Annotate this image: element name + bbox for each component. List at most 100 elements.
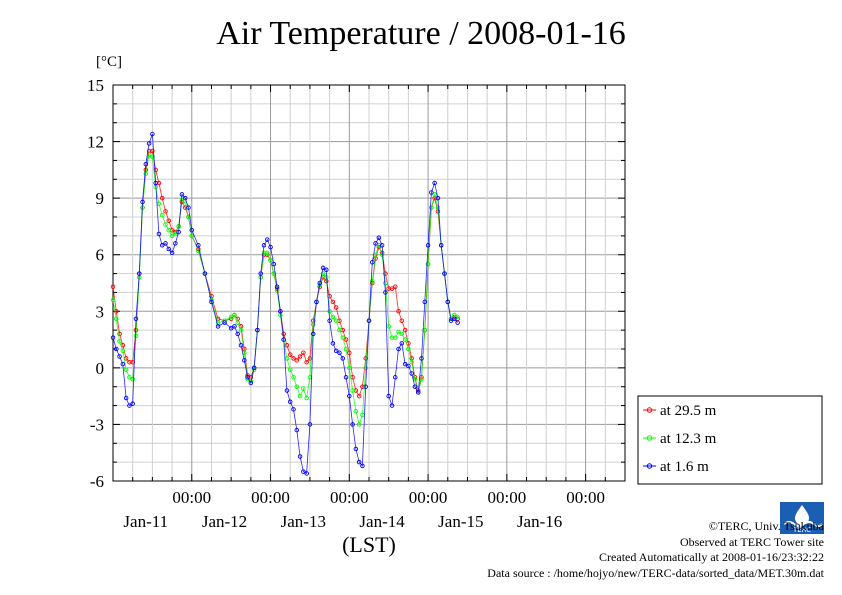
data-point bbox=[435, 205, 441, 210]
data-point bbox=[356, 393, 362, 399]
data-point bbox=[333, 348, 339, 354]
data-point bbox=[350, 388, 355, 393]
data-point bbox=[242, 358, 247, 363]
legend-entry: at 12.3 m bbox=[660, 431, 717, 447]
data-point bbox=[255, 327, 260, 333]
data-point bbox=[146, 141, 152, 146]
data-point bbox=[327, 309, 332, 314]
data-point bbox=[271, 271, 277, 276]
data-point bbox=[114, 316, 119, 322]
data-point bbox=[235, 320, 240, 325]
data-point bbox=[399, 331, 405, 337]
data-point bbox=[248, 380, 254, 386]
data-point bbox=[320, 265, 326, 271]
data-point bbox=[432, 180, 437, 186]
data-point bbox=[156, 231, 162, 237]
data-point bbox=[455, 314, 460, 320]
data-point bbox=[123, 395, 129, 401]
created-text: Created Automatically at 2008-01-16/23:3… bbox=[599, 550, 824, 564]
data-point bbox=[291, 375, 296, 380]
data-point bbox=[123, 367, 129, 372]
data-point bbox=[274, 284, 280, 290]
data-point bbox=[297, 354, 303, 359]
data-point bbox=[376, 235, 382, 240]
data-point bbox=[189, 227, 195, 233]
data-point bbox=[159, 195, 165, 201]
data-point bbox=[163, 241, 168, 246]
x-tick-label-date: Jan-12 bbox=[202, 512, 247, 531]
data-point bbox=[452, 316, 457, 322]
data-point bbox=[301, 350, 306, 356]
data-point bbox=[143, 171, 149, 176]
data-point bbox=[422, 299, 428, 305]
data-point bbox=[373, 241, 378, 246]
data-point bbox=[333, 305, 339, 310]
y-tick-label: 3 bbox=[96, 302, 105, 321]
terc-logo: TERC bbox=[780, 502, 824, 534]
data-point bbox=[150, 148, 155, 154]
data-point bbox=[370, 278, 375, 284]
data-point bbox=[166, 227, 172, 233]
data-point bbox=[127, 403, 132, 408]
series-line bbox=[112, 154, 458, 426]
data-point bbox=[130, 376, 135, 382]
data-point bbox=[297, 393, 303, 399]
series-line bbox=[112, 133, 458, 475]
data-point bbox=[399, 318, 405, 323]
axes: -6-30369121500:00Jan-1100:00Jan-1200:00J… bbox=[87, 76, 626, 531]
data-point bbox=[271, 261, 277, 267]
data-point bbox=[389, 286, 395, 291]
data-point bbox=[173, 241, 178, 246]
data-point bbox=[353, 408, 359, 414]
data-point bbox=[186, 205, 191, 210]
data-point bbox=[169, 233, 175, 239]
data-point bbox=[238, 327, 244, 333]
data-point bbox=[402, 327, 408, 333]
logo-text: TERC bbox=[792, 526, 811, 534]
data-point bbox=[356, 422, 362, 427]
data-point bbox=[284, 342, 290, 348]
copyright-text: ©TERC, Univ. Tsukuba bbox=[708, 519, 824, 533]
data-point bbox=[301, 469, 306, 474]
data-point bbox=[281, 331, 286, 337]
data-point bbox=[425, 243, 431, 248]
data-point bbox=[287, 399, 293, 405]
data-point bbox=[245, 375, 250, 380]
data-point bbox=[383, 271, 388, 276]
data-point bbox=[222, 320, 227, 325]
data-point bbox=[235, 331, 240, 337]
data-point bbox=[314, 299, 319, 305]
data-point bbox=[442, 271, 447, 276]
x-tick-label-date: Jan-15 bbox=[438, 512, 483, 531]
data-point bbox=[347, 393, 352, 399]
data-point bbox=[330, 299, 336, 305]
data-point bbox=[251, 365, 257, 371]
data-point bbox=[268, 244, 273, 250]
data-point bbox=[399, 341, 405, 346]
data-point bbox=[402, 361, 408, 367]
data-point bbox=[196, 248, 201, 254]
data-point bbox=[153, 180, 158, 186]
data-point bbox=[265, 237, 270, 242]
data-point bbox=[435, 195, 441, 201]
data-point bbox=[261, 243, 267, 248]
legend-swatch-marker bbox=[646, 463, 653, 469]
data-point bbox=[379, 243, 385, 248]
data-point bbox=[347, 350, 352, 356]
y-tick-label: 6 bbox=[96, 246, 105, 265]
data-point bbox=[337, 327, 342, 333]
data-point bbox=[110, 335, 116, 340]
data-point bbox=[117, 339, 122, 344]
data-point bbox=[278, 309, 283, 314]
data-point bbox=[215, 324, 221, 329]
data-point bbox=[176, 229, 181, 235]
data-point bbox=[133, 333, 139, 339]
data-point bbox=[448, 318, 454, 323]
x-tick-label-date: Jan-11 bbox=[123, 512, 168, 531]
data-point bbox=[343, 346, 349, 352]
x-tick-label-time: 00:00 bbox=[487, 488, 526, 507]
data-point bbox=[287, 352, 293, 357]
data-point bbox=[284, 388, 290, 393]
data-point bbox=[389, 403, 395, 408]
legend-swatch-marker bbox=[646, 407, 653, 413]
